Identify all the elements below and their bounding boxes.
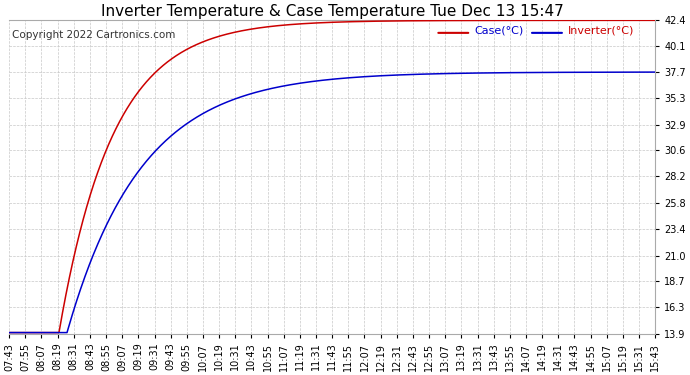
- Text: Case(°C): Case(°C): [474, 25, 524, 35]
- Text: Inverter(°C): Inverter(°C): [568, 25, 634, 35]
- Text: Copyright 2022 Cartronics.com: Copyright 2022 Cartronics.com: [12, 30, 176, 40]
- Title: Inverter Temperature & Case Temperature Tue Dec 13 15:47: Inverter Temperature & Case Temperature …: [101, 4, 564, 19]
